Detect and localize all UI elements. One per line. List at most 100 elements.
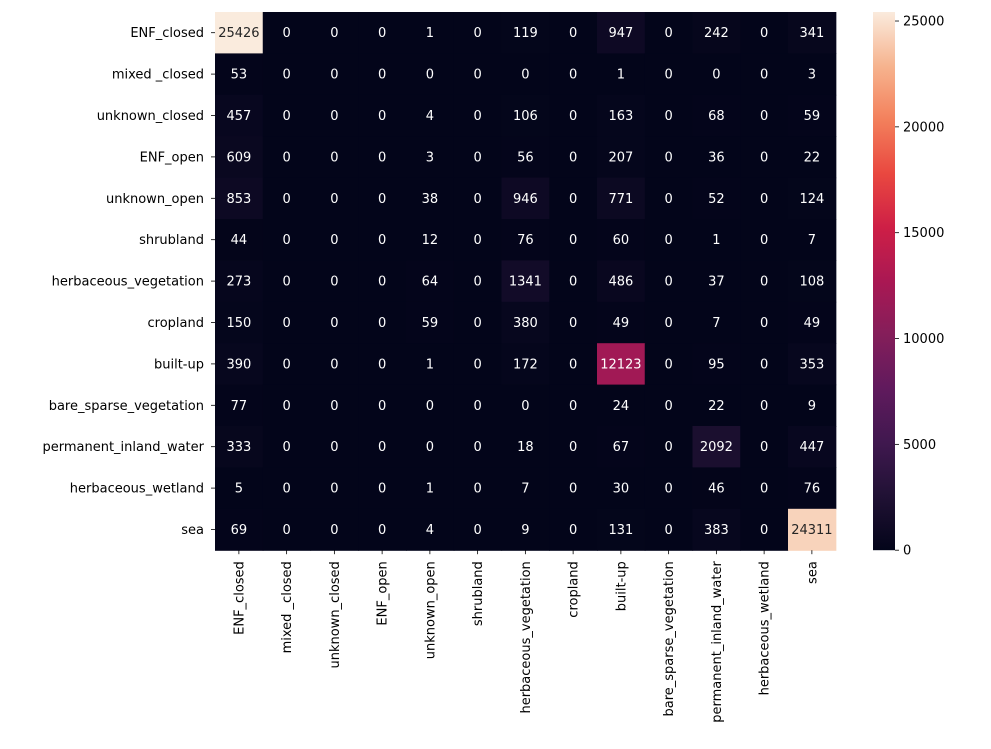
- heatmap-cell: [310, 94, 359, 137]
- cell-value: 333: [226, 440, 251, 455]
- heatmap-cell: [358, 426, 407, 468]
- cell-value: 0: [760, 192, 768, 207]
- cell-value: 0: [760, 109, 768, 124]
- cell-value: 0: [473, 26, 481, 41]
- heatmap-cell: [597, 94, 646, 137]
- cell-value: 0: [664, 192, 672, 207]
- cell-value: 0: [473, 440, 481, 455]
- heatmap-cell: [740, 426, 789, 468]
- cell-value: 0: [569, 150, 577, 165]
- cell-value: 0: [378, 399, 386, 414]
- cell-value: 0: [664, 523, 672, 538]
- cell-value: 390: [226, 357, 251, 372]
- cell-value: 53: [231, 68, 248, 83]
- cell-value: 0: [282, 275, 290, 290]
- heatmap-cell: [549, 219, 598, 261]
- heatmap-cell: [406, 177, 455, 220]
- heatmap-cell: [215, 426, 264, 468]
- heatmap-cell: [453, 94, 503, 137]
- cell-value: 7: [712, 316, 720, 331]
- heatmap-cell: [788, 301, 837, 344]
- cell-value: 0: [569, 109, 577, 124]
- heatmap-cell: [358, 508, 407, 551]
- cell-value: 0: [664, 150, 672, 165]
- cell-value: 380: [513, 316, 538, 331]
- x-tick-label: herbaceous_vegetation: [519, 561, 534, 713]
- y-tick-label: shrubland: [139, 233, 204, 248]
- cell-value: 3: [426, 150, 434, 165]
- heatmap-cell: [644, 177, 694, 220]
- heatmap-cell: [310, 12, 359, 54]
- cell-value: 59: [804, 109, 821, 124]
- cell-value: 0: [330, 150, 338, 165]
- cell-value: 0: [760, 440, 768, 455]
- heatmap-cell: [262, 53, 312, 96]
- heatmap-cell: [406, 53, 455, 96]
- heatmap-cell: [310, 260, 359, 303]
- heatmap-cell: [406, 219, 455, 261]
- cell-value: 0: [378, 109, 386, 124]
- heatmap-cell: [501, 136, 550, 179]
- cell-value: 1: [426, 26, 434, 41]
- heatmap-cell: [740, 301, 789, 344]
- heatmap-cell: [644, 301, 694, 344]
- heatmap-cell: [358, 384, 407, 427]
- heatmap-cell: [692, 177, 741, 220]
- cell-value: 0: [712, 68, 720, 83]
- heatmap-cell: [358, 467, 407, 510]
- heatmap-cell: [788, 260, 837, 303]
- cell-value: 383: [704, 523, 729, 538]
- heatmap-cell: [692, 94, 741, 137]
- heatmap-cell: [215, 343, 264, 386]
- heatmap-cell: [788, 467, 837, 510]
- heatmap-cell: [788, 426, 837, 468]
- cell-value: 0: [330, 440, 338, 455]
- heatmap-cell: [406, 384, 455, 427]
- cell-value: 106: [513, 109, 538, 124]
- cell-value: 0: [426, 399, 434, 414]
- cell-value: 0: [378, 316, 386, 331]
- heatmap-cell: [215, 384, 264, 427]
- cell-value: 0: [282, 399, 290, 414]
- cell-value: 0: [569, 192, 577, 207]
- cell-value: 0: [473, 399, 481, 414]
- heatmap-cell: [262, 343, 312, 386]
- x-tick-label: sea: [805, 561, 820, 584]
- heatmap-cell: [501, 301, 550, 344]
- cell-value: 0: [569, 357, 577, 372]
- cell-value: 56: [517, 150, 534, 165]
- heatmap-cell: [788, 343, 837, 386]
- cell-value: 37: [708, 275, 725, 290]
- heatmap-cell: [549, 12, 598, 54]
- cell-value: 0: [282, 233, 290, 248]
- heatmap-cell: [740, 53, 789, 96]
- cell-value: 77: [231, 399, 248, 414]
- cell-value: 0: [569, 399, 577, 414]
- heatmap-cell: [310, 219, 359, 261]
- x-tick-label: unknown_open: [423, 561, 438, 659]
- heatmap-cell: [597, 260, 646, 303]
- cell-value: 0: [473, 482, 481, 497]
- heatmap-cell: [262, 467, 312, 510]
- cell-value: 0: [282, 109, 290, 124]
- heatmap-cell: [453, 219, 503, 261]
- cell-value: 0: [282, 150, 290, 165]
- y-tick-label: herbaceous_wetland: [70, 482, 204, 497]
- heatmap-cell: [215, 508, 264, 551]
- heatmap-cell: [453, 260, 503, 303]
- heatmap-cell: [692, 136, 741, 179]
- cell-value: 0: [569, 523, 577, 538]
- heatmap-cell: [501, 260, 550, 303]
- cell-value: 131: [608, 523, 633, 538]
- cell-value: 150: [226, 316, 251, 331]
- heatmap-cell: [215, 219, 264, 261]
- cell-value: 95: [708, 357, 725, 372]
- cell-value: 24: [613, 399, 630, 414]
- y-tick-label: ENF_open: [140, 150, 204, 165]
- heatmap-cell: [358, 219, 407, 261]
- colorbar-tick-label: 15000: [903, 226, 944, 241]
- cell-value: 0: [569, 316, 577, 331]
- cell-value: 1341: [509, 275, 542, 290]
- cell-value: 60: [613, 233, 630, 248]
- cell-value: 0: [378, 440, 386, 455]
